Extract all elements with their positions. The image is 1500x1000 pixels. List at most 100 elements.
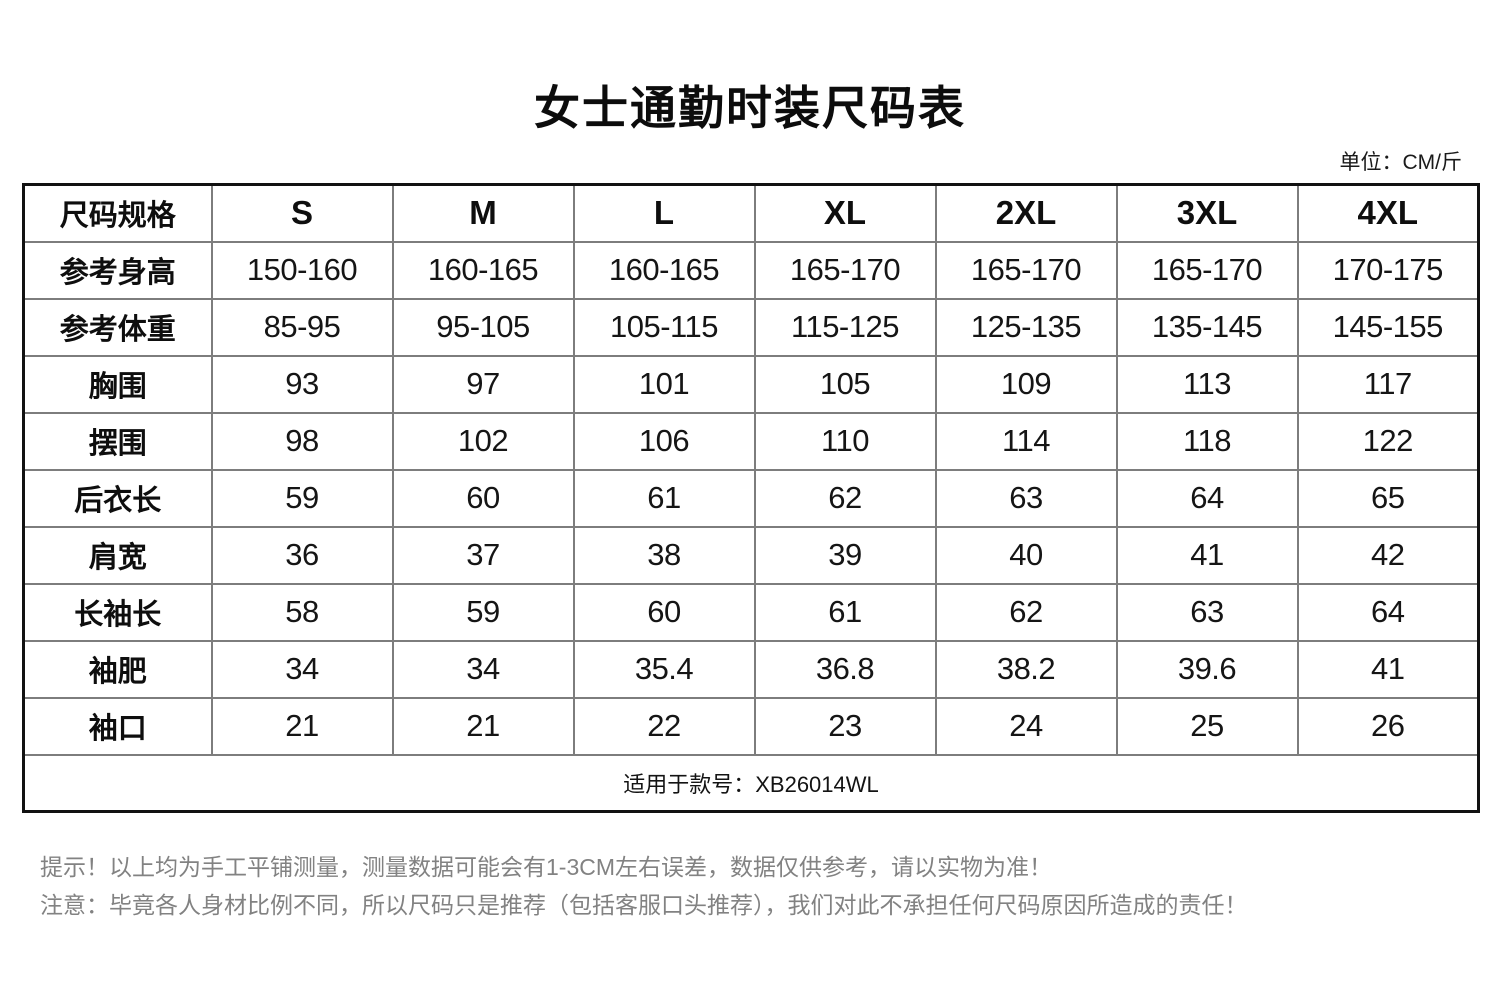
unit-label: 单位：CM/斤 <box>1339 151 1463 174</box>
value-cell: 42 <box>1296 525 1480 585</box>
size-header-xl: XL <box>753 183 937 243</box>
row-label: 后衣长 <box>22 468 213 528</box>
value-cell: 60 <box>572 582 756 642</box>
value-cell: 41 <box>1296 639 1480 699</box>
value-cell: 38.2 <box>934 639 1118 699</box>
row-label: 摆围 <box>22 411 213 471</box>
value-cell: 35.4 <box>572 639 756 699</box>
value-cell: 145-155 <box>1296 297 1480 357</box>
value-cell: 135-145 <box>1115 297 1299 357</box>
table-row: 后衣长 59 60 61 62 63 64 65 <box>22 468 1480 528</box>
row-label: 袖肥 <box>22 639 213 699</box>
value-cell: 165-170 <box>753 240 937 300</box>
table-row: 胸围 93 97 101 105 109 113 117 <box>22 354 1480 414</box>
size-table-foot: 适用于款号：XB26014WL <box>22 753 1480 813</box>
value-cell: 25 <box>1115 696 1299 756</box>
row-label: 胸围 <box>22 354 213 414</box>
value-cell: 62 <box>934 582 1118 642</box>
value-cell: 39.6 <box>1115 639 1299 699</box>
value-cell: 59 <box>391 582 575 642</box>
size-table: 尺码规格 S M L XL 2XL 3XL 4XL 参考身高 150-160 160-165 160… <box>22 183 1480 813</box>
table-row: 袖肥 34 34 35.4 36.8 38.2 39.6 41 <box>22 639 1480 699</box>
value-cell: 113 <box>1115 354 1299 414</box>
value-cell: 36 <box>210 525 394 585</box>
value-cell: 102 <box>391 411 575 471</box>
value-cell: 63 <box>1115 582 1299 642</box>
value-cell: 22 <box>572 696 756 756</box>
value-cell: 41 <box>1115 525 1299 585</box>
value-cell: 150-160 <box>210 240 394 300</box>
row-label: 袖口 <box>22 696 213 756</box>
value-cell: 65 <box>1296 468 1480 528</box>
size-table-head: 尺码规格 S M L XL 2XL 3XL 4XL <box>22 183 1480 243</box>
row-label: 长袖长 <box>22 582 213 642</box>
value-cell: 160-165 <box>572 240 756 300</box>
footer-notes: 提示！以上均为手工平铺测量，测量数据可能会有1-3CM左右误差，数据仅供参考，请… <box>40 848 1470 924</box>
value-cell: 165-170 <box>934 240 1118 300</box>
value-cell: 40 <box>934 525 1118 585</box>
value-cell: 97 <box>391 354 575 414</box>
value-cell: 93 <box>210 354 394 414</box>
size-table-body: 参考身高 150-160 160-165 160-165 165-170 165-170 1… <box>22 240 1480 756</box>
size-header-4xl: 4XL <box>1296 183 1480 243</box>
value-cell: 160-165 <box>391 240 575 300</box>
value-cell: 95-105 <box>391 297 575 357</box>
table-row: 摆围 98 102 106 110 114 118 122 <box>22 411 1480 471</box>
model-number-cell: 适用于款号：XB26014WL <box>22 753 1480 813</box>
size-header-2xl: 2XL <box>934 183 1118 243</box>
size-header-m: M <box>391 183 575 243</box>
value-cell: 37 <box>391 525 575 585</box>
table-row: 参考体重 85-95 95-105 105-115 115-125 125-135 135-… <box>22 297 1480 357</box>
size-table-header-row: 尺码规格 S M L XL 2XL 3XL 4XL <box>22 183 1480 243</box>
size-header-s: S <box>210 183 394 243</box>
value-cell: 60 <box>391 468 575 528</box>
value-cell: 117 <box>1296 354 1480 414</box>
value-cell: 61 <box>753 582 937 642</box>
value-cell: 64 <box>1296 582 1480 642</box>
value-cell: 125-135 <box>934 297 1118 357</box>
value-cell: 122 <box>1296 411 1480 471</box>
value-cell: 36.8 <box>753 639 937 699</box>
corner-header: 尺码规格 <box>22 183 213 243</box>
value-cell: 98 <box>210 411 394 471</box>
page-title: 女士通勤时装尺码表 <box>534 82 966 134</box>
value-cell: 115-125 <box>753 297 937 357</box>
value-cell: 21 <box>210 696 394 756</box>
value-cell: 165-170 <box>1115 240 1299 300</box>
value-cell: 39 <box>753 525 937 585</box>
value-cell: 118 <box>1115 411 1299 471</box>
value-cell: 85-95 <box>210 297 394 357</box>
value-cell: 110 <box>753 411 937 471</box>
value-cell: 34 <box>391 639 575 699</box>
value-cell: 26 <box>1296 696 1480 756</box>
value-cell: 34 <box>210 639 394 699</box>
row-label: 参考身高 <box>22 240 213 300</box>
size-header-3xl: 3XL <box>1115 183 1299 243</box>
table-row: 参考身高 150-160 160-165 160-165 165-170 165-170 1… <box>22 240 1480 300</box>
note-tip: 提示！以上均为手工平铺测量，测量数据可能会有1-3CM左右误差，数据仅供参考，请… <box>40 854 1053 880</box>
size-header-l: L <box>572 183 756 243</box>
value-cell: 63 <box>934 468 1118 528</box>
row-label: 肩宽 <box>22 525 213 585</box>
value-cell: 109 <box>934 354 1118 414</box>
value-cell: 21 <box>391 696 575 756</box>
table-row: 长袖长 58 59 60 61 62 63 64 <box>22 582 1480 642</box>
value-cell: 23 <box>753 696 937 756</box>
value-cell: 106 <box>572 411 756 471</box>
table-row: 袖口 21 21 22 23 24 25 26 <box>22 696 1480 756</box>
value-cell: 62 <box>753 468 937 528</box>
value-cell: 24 <box>934 696 1118 756</box>
value-cell: 64 <box>1115 468 1299 528</box>
value-cell: 170-175 <box>1296 240 1480 300</box>
value-cell: 101 <box>572 354 756 414</box>
row-label: 参考体重 <box>22 297 213 357</box>
value-cell: 38 <box>572 525 756 585</box>
value-cell: 58 <box>210 582 394 642</box>
value-cell: 59 <box>210 468 394 528</box>
value-cell: 105 <box>753 354 937 414</box>
value-cell: 105-115 <box>572 297 756 357</box>
value-cell: 61 <box>572 468 756 528</box>
model-number-row: 适用于款号：XB26014WL <box>22 753 1480 813</box>
note-caution: 注意：毕竟各人身材比例不同，所以尺码只是推荐（包括客服口头推荐），我们对此不承担… <box>40 892 1248 918</box>
